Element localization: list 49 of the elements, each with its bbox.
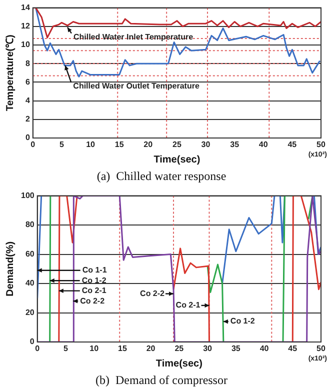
y-tick-label: 40 <box>25 278 35 288</box>
x-tick-label: 25 <box>174 344 184 354</box>
y-axis-title: Temperature(℃) <box>4 34 16 112</box>
x-tick-label: 40 <box>258 140 268 150</box>
x-tick-label: 5 <box>63 344 68 354</box>
x-axis-title: Time(sec) <box>156 358 202 370</box>
y-tick-label: 8 <box>25 58 30 68</box>
annotation: Co 2-1 <box>176 300 201 310</box>
x-tick-label: 45 <box>288 344 298 354</box>
x-tick-label: 10 <box>86 140 96 150</box>
y-tick-label: 12 <box>20 22 30 31</box>
y-tick-label: 10 <box>20 40 30 50</box>
y-tick-label: 6 <box>25 77 30 86</box>
x-axis-title: Time(sec) <box>154 154 200 166</box>
annotation: Co 1-1 <box>82 266 108 275</box>
x-tick-label: 5 <box>59 140 64 150</box>
y-tick-label: 20 <box>25 308 35 317</box>
annotation: Chilled Water Outlet Temperature <box>73 82 200 91</box>
annotation: Co 1-2 <box>82 276 107 285</box>
x-tick-label: 20 <box>146 344 156 354</box>
x-tick-label: 50 <box>316 140 326 150</box>
x-tick-label: 35 <box>230 140 240 150</box>
x-tick-label: 30 <box>203 344 213 354</box>
x-tick-label: 10 <box>90 344 100 354</box>
x-tick-label: 50 <box>316 344 326 354</box>
x-tick-label: 40 <box>260 344 270 354</box>
y-tick-label: 14 <box>20 3 30 12</box>
x-tick-label: 20 <box>144 140 154 150</box>
y-tick-label: 60 <box>25 249 35 258</box>
text: (a) Chilled water response <box>96 168 226 183</box>
x-tick-label: 15 <box>118 344 128 354</box>
x-tick-label: 35 <box>231 344 241 354</box>
x-tick-label: 25 <box>172 140 182 150</box>
x-tick-label: 45 <box>288 140 298 150</box>
y-tick-label: 4 <box>25 96 30 106</box>
y-tick-label: 100 <box>20 191 35 200</box>
y-tick-label: 0 <box>25 133 30 142</box>
x-tick-label: 15 <box>114 140 124 150</box>
annotation: Chilled Water Inlet Temperature <box>73 32 194 42</box>
annotation: Co 1-2 <box>230 316 256 326</box>
y-tick-label: 0 <box>30 337 35 346</box>
text: (b) Demand of compressor <box>96 372 228 387</box>
annotation: Co 2-2 <box>80 296 106 306</box>
x-tick-label: 30 <box>201 140 211 150</box>
y-tick-label: 2 <box>25 114 30 124</box>
y-tick-label: 80 <box>25 220 35 230</box>
y-axis-title: Demand(%) <box>4 241 16 296</box>
annotation: Co 2-2 <box>140 288 166 298</box>
annotation: Co 2-1 <box>82 286 107 296</box>
